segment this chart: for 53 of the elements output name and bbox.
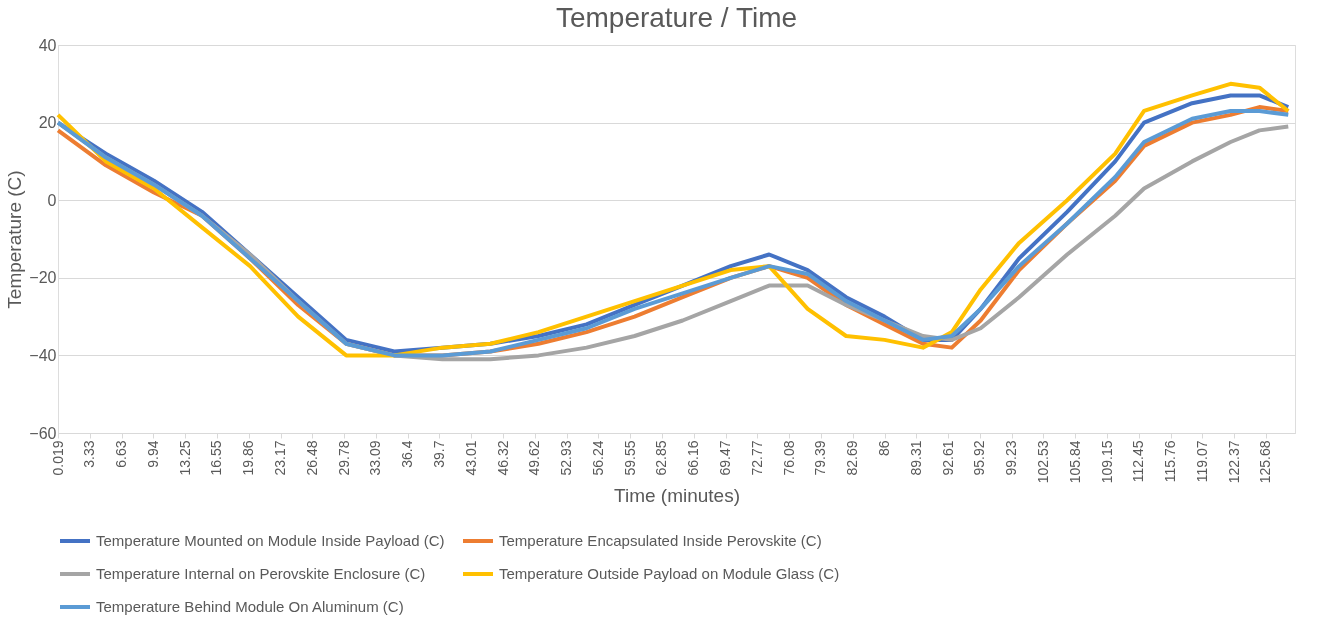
legend-label: Temperature Behind Module On Aluminum (C) — [96, 598, 404, 615]
x-tick-label: 56.24 — [589, 440, 606, 476]
x-tick-label: 13.25 — [176, 440, 193, 476]
legend-label: Temperature Internal on Perovskite Enclosure (C) — [96, 565, 426, 582]
x-axis-title: Time (minutes) — [614, 485, 740, 507]
x-tick-label: 16.55 — [208, 440, 225, 476]
x-tick-label: 29.78 — [335, 440, 352, 476]
x-tick-label: 115.76 — [1162, 440, 1179, 483]
x-tick-label: 76.08 — [780, 440, 797, 476]
x-tick-label: 23.17 — [272, 440, 289, 476]
y-tick-label: −40 — [29, 346, 57, 364]
x-tick-label: 105.84 — [1066, 440, 1083, 484]
x-tick-label: 3.33 — [81, 440, 98, 468]
x-tick-label: 6.63 — [113, 440, 130, 468]
legend-label: Temperature Encapsulated Inside Perovskite (C) — [499, 532, 822, 549]
x-tick-label: 92.61 — [939, 440, 956, 476]
y-tick-label: −60 — [29, 424, 57, 442]
x-tick-label: 0.019 — [49, 440, 66, 476]
x-tick-label: 122.37 — [1225, 440, 1242, 484]
x-tick-label: 82.69 — [844, 440, 861, 476]
x-tick-label: 89.31 — [907, 440, 924, 476]
x-tick-label: 19.86 — [240, 440, 257, 476]
legend-label: Temperature Mounted on Module Inside Payload (C) — [96, 532, 445, 549]
y-tick-label: 40 — [38, 36, 57, 54]
y-axis-title: Temperature (C) — [4, 170, 26, 309]
x-tick-label: 125.68 — [1257, 440, 1274, 484]
x-tick-label: 49.62 — [526, 440, 543, 476]
x-tick-label: 69.47 — [717, 440, 734, 476]
x-tick-label: 9.94 — [144, 440, 161, 468]
x-tick-label: 43.01 — [462, 440, 479, 476]
x-tick-label: 26.48 — [303, 440, 320, 476]
x-tick-label: 62.85 — [653, 440, 670, 476]
legend-label: Temperature Outside Payload on Module Glass (C) — [499, 565, 840, 582]
x-tick-label: 95.92 — [971, 440, 988, 476]
x-tick-label: 39.7 — [430, 440, 447, 468]
chart-title: Temperature / Time — [555, 2, 798, 33]
x-tick-label: 99.23 — [1003, 440, 1020, 476]
x-tick-label: 79.39 — [812, 440, 829, 476]
x-tick-label: 72.77 — [748, 440, 765, 476]
y-tick-label: 0 — [47, 191, 57, 209]
x-tick-label: 86 — [876, 440, 893, 457]
x-tick-label: 112.45 — [1130, 440, 1147, 483]
x-tick-label: 66.16 — [685, 440, 702, 476]
x-tick-label: 52.93 — [558, 440, 575, 476]
x-tick-label: 109.15 — [1098, 440, 1115, 484]
x-tick-label: 36.4 — [399, 440, 416, 468]
x-tick-label: 102.53 — [1034, 440, 1051, 484]
y-tick-label: −20 — [29, 269, 57, 287]
x-tick-label: 33.09 — [367, 440, 384, 476]
y-tick-label: 20 — [38, 114, 57, 132]
x-tick-label: 59.55 — [621, 440, 638, 476]
x-tick-label: 119.07 — [1193, 440, 1210, 483]
x-tick-label: 46.32 — [494, 440, 511, 476]
